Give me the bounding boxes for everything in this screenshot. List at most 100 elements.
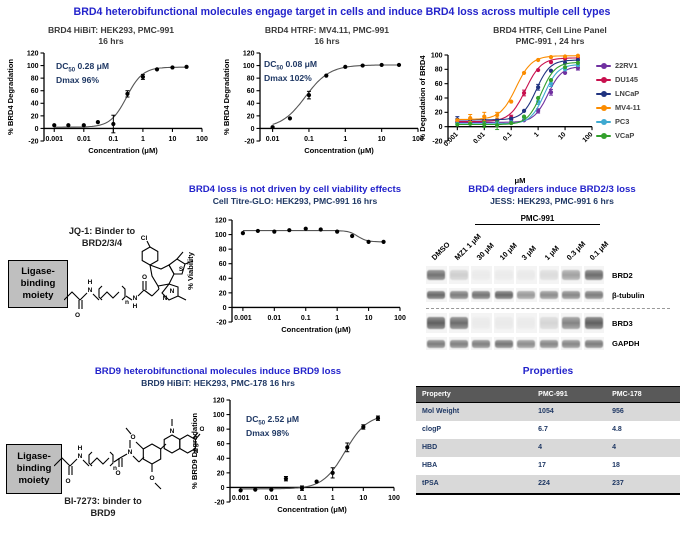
svg-text:N: N <box>88 287 93 294</box>
blot-section-header: BRD4 degraders induce BRD2/3 loss JESS: … <box>420 184 684 207</box>
lane-label: 3 μM <box>519 243 539 262</box>
blot-band <box>494 317 513 329</box>
svg-text:0: 0 <box>221 485 225 492</box>
brd4-hibit-title: BRD4 HiBiT: HEK293, PMC-991 <box>47 25 175 35</box>
blot-band-row: β-tubulin <box>426 288 682 302</box>
legend-marker-icon <box>596 104 611 111</box>
svg-text:60: 60 <box>217 441 225 448</box>
jq1-binder-label: JQ-1: Binder to BRD2/3/4 <box>68 226 136 248</box>
cell-panel-block: BRD4 HTRF, Cell Line Panel PMC-991 , 24 … <box>418 25 682 187</box>
blot-band <box>427 339 446 348</box>
blot-lane <box>426 266 447 284</box>
svg-text:O: O <box>115 470 120 477</box>
dmax-line: Dmax 98% <box>246 427 289 438</box>
svg-text:80: 80 <box>31 76 39 83</box>
blot-lane <box>471 337 492 350</box>
svg-text:60: 60 <box>219 261 227 268</box>
blot-lane <box>538 337 559 350</box>
blot-lane <box>561 337 582 350</box>
blot-band <box>517 317 536 329</box>
legend-label: MV4-11 <box>615 103 641 113</box>
svg-text:N: N <box>133 295 138 302</box>
blot-lane <box>516 337 537 350</box>
blot-band-row: BRD2 <box>426 266 682 284</box>
svg-text:O: O <box>142 274 147 281</box>
legend-item-pc3: PC3 <box>596 117 640 126</box>
blot-band <box>472 339 491 348</box>
table-cell: 237 <box>606 474 680 494</box>
svg-text:100: 100 <box>215 232 227 239</box>
svg-text:100: 100 <box>431 53 443 60</box>
brd4-htrf-chart: 120 100 80 60 40 20 0 -20 0.01 0.1 1 10 100 Concentra… <box>222 51 424 156</box>
svg-text:120: 120 <box>215 217 227 224</box>
blot-band <box>472 270 491 280</box>
svg-text:N: N <box>194 448 199 455</box>
blot-band <box>562 339 581 348</box>
svg-text:-20: -20 <box>28 139 38 146</box>
blot-lane <box>493 313 514 333</box>
blot-lane <box>471 266 492 284</box>
blot-subtitle: JESS: HEK293, PMC-991 6 hrs <box>490 195 614 206</box>
bi7273-binder-label: BI-7273: binder to BRD9 <box>64 496 142 518</box>
svg-text:H: H <box>78 445 83 452</box>
svg-text:10: 10 <box>359 495 367 502</box>
svg-text:120: 120 <box>243 51 255 58</box>
svg-text:40: 40 <box>219 276 227 283</box>
blot-row-label: BRD3 <box>612 318 633 328</box>
legend-label: 22RV1 <box>615 61 638 71</box>
svg-text:20: 20 <box>247 114 255 121</box>
table-cell: HBA <box>422 462 438 470</box>
blot-lane <box>448 266 469 284</box>
blot-band <box>584 270 603 280</box>
legend-marker-icon <box>596 132 611 139</box>
dc50-line: DC50 0.08 μM <box>264 59 318 73</box>
svg-text:1: 1 <box>331 495 335 502</box>
svg-text:1: 1 <box>335 315 339 322</box>
svg-text:100: 100 <box>412 136 424 143</box>
jq1-structure-block: JQ-1: Binder to BRD2/3/4 Ligase- binding… <box>2 222 200 360</box>
blot-lane <box>516 288 537 302</box>
svg-text:-20: -20 <box>216 319 226 326</box>
brd4-hibit-title-line2: 16 hrs <box>98 36 124 47</box>
table-cell: 17 <box>538 462 546 470</box>
brd9-chart-panel: 120 100 80 60 40 20 0 -20 0.001 0.01 0.1 1 10 100 Conc… <box>190 394 404 539</box>
svg-text:N: N <box>128 449 133 456</box>
lane-label: DMSO <box>429 239 452 262</box>
blot-row-label: GAPDH <box>612 339 640 348</box>
cell-panel-title-line2: PMC-991 , 24 hrs <box>515 36 585 47</box>
blot-band <box>472 317 491 329</box>
svg-text:0.01: 0.01 <box>268 315 282 322</box>
svg-text:100: 100 <box>213 412 225 419</box>
table-header-cell: Property <box>416 386 533 403</box>
table-cell: 4 <box>532 438 607 457</box>
blot-lane <box>583 337 604 350</box>
main-title: BRD4 heterobifunctional molecules engage… <box>73 6 611 18</box>
dc50-annotation: DC50 0.28 μM Dmax 96% <box>56 61 109 86</box>
blot-band-row: BRD3 <box>426 313 682 333</box>
cell-panel-title: BRD4 HTRF, Cell Line Panel <box>493 25 607 35</box>
svg-text:% Degradation of BRD4: % Degradation of BRD4 <box>418 55 427 141</box>
viability-chart-panel: 120 100 80 60 40 20 0 -20 0.001 0.01 0.1 1 10 100 Conc… <box>186 212 414 361</box>
blot-band <box>449 291 468 299</box>
svg-text:N: N <box>170 288 175 295</box>
svg-text:80: 80 <box>217 427 225 434</box>
svg-text:Concentration (μM): Concentration (μM) <box>277 505 347 514</box>
svg-text:0: 0 <box>35 126 39 133</box>
dc50-line: DC50 0.28 μM <box>56 61 110 75</box>
dmax-line: Dmax 102% <box>264 73 312 84</box>
svg-text:n: n <box>113 465 117 472</box>
svg-text:0.01: 0.01 <box>264 495 278 502</box>
table-cell: clogP <box>422 426 442 434</box>
blot-band <box>427 317 446 329</box>
svg-text:0.1: 0.1 <box>301 315 311 322</box>
table-header-cell: PMC-178 <box>606 386 680 403</box>
blot-lane <box>448 313 469 333</box>
blot-lane <box>516 266 537 284</box>
svg-text:% Viability: % Viability <box>186 251 195 290</box>
table-row: clogP 6.7 4.8 <box>416 421 680 439</box>
svg-text:40: 40 <box>31 101 39 108</box>
svg-text:% BRD4 Degradation: % BRD4 Degradation <box>222 59 231 135</box>
svg-text:N: N <box>78 453 83 460</box>
brd9-subtitle: BRD9 HiBiT: HEK293, PMC-178 16 hrs <box>141 377 295 388</box>
blot-band <box>449 270 468 280</box>
